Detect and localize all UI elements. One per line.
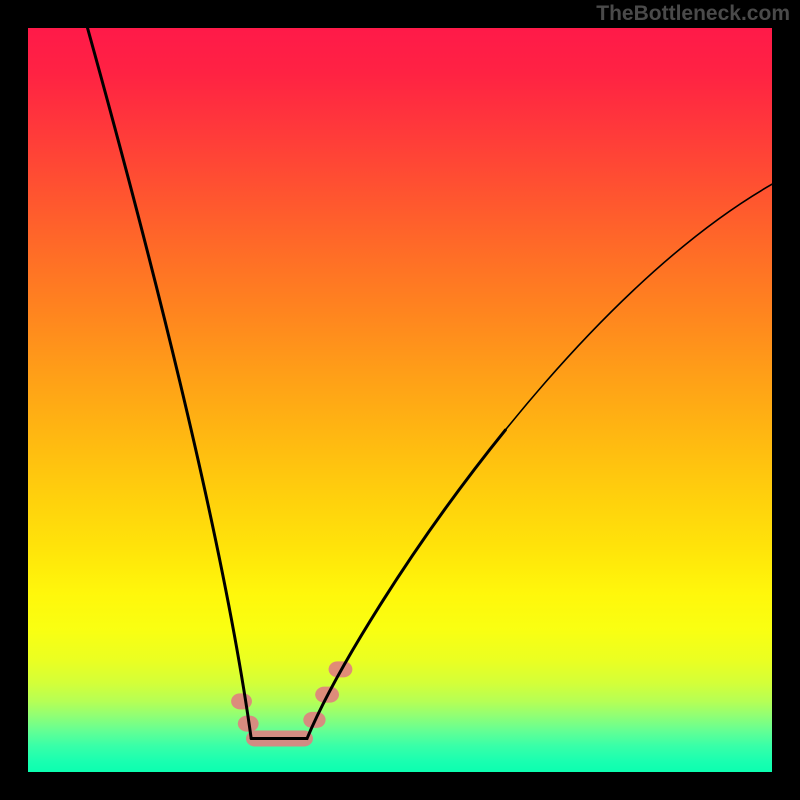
highlight-pill (231, 693, 252, 709)
curve-right-branch-tail (505, 184, 772, 430)
plot-area (28, 28, 772, 772)
watermark-text: TheBottleneck.com (596, 2, 790, 26)
curve-layer (28, 28, 772, 772)
curve-left-branch (88, 28, 252, 739)
